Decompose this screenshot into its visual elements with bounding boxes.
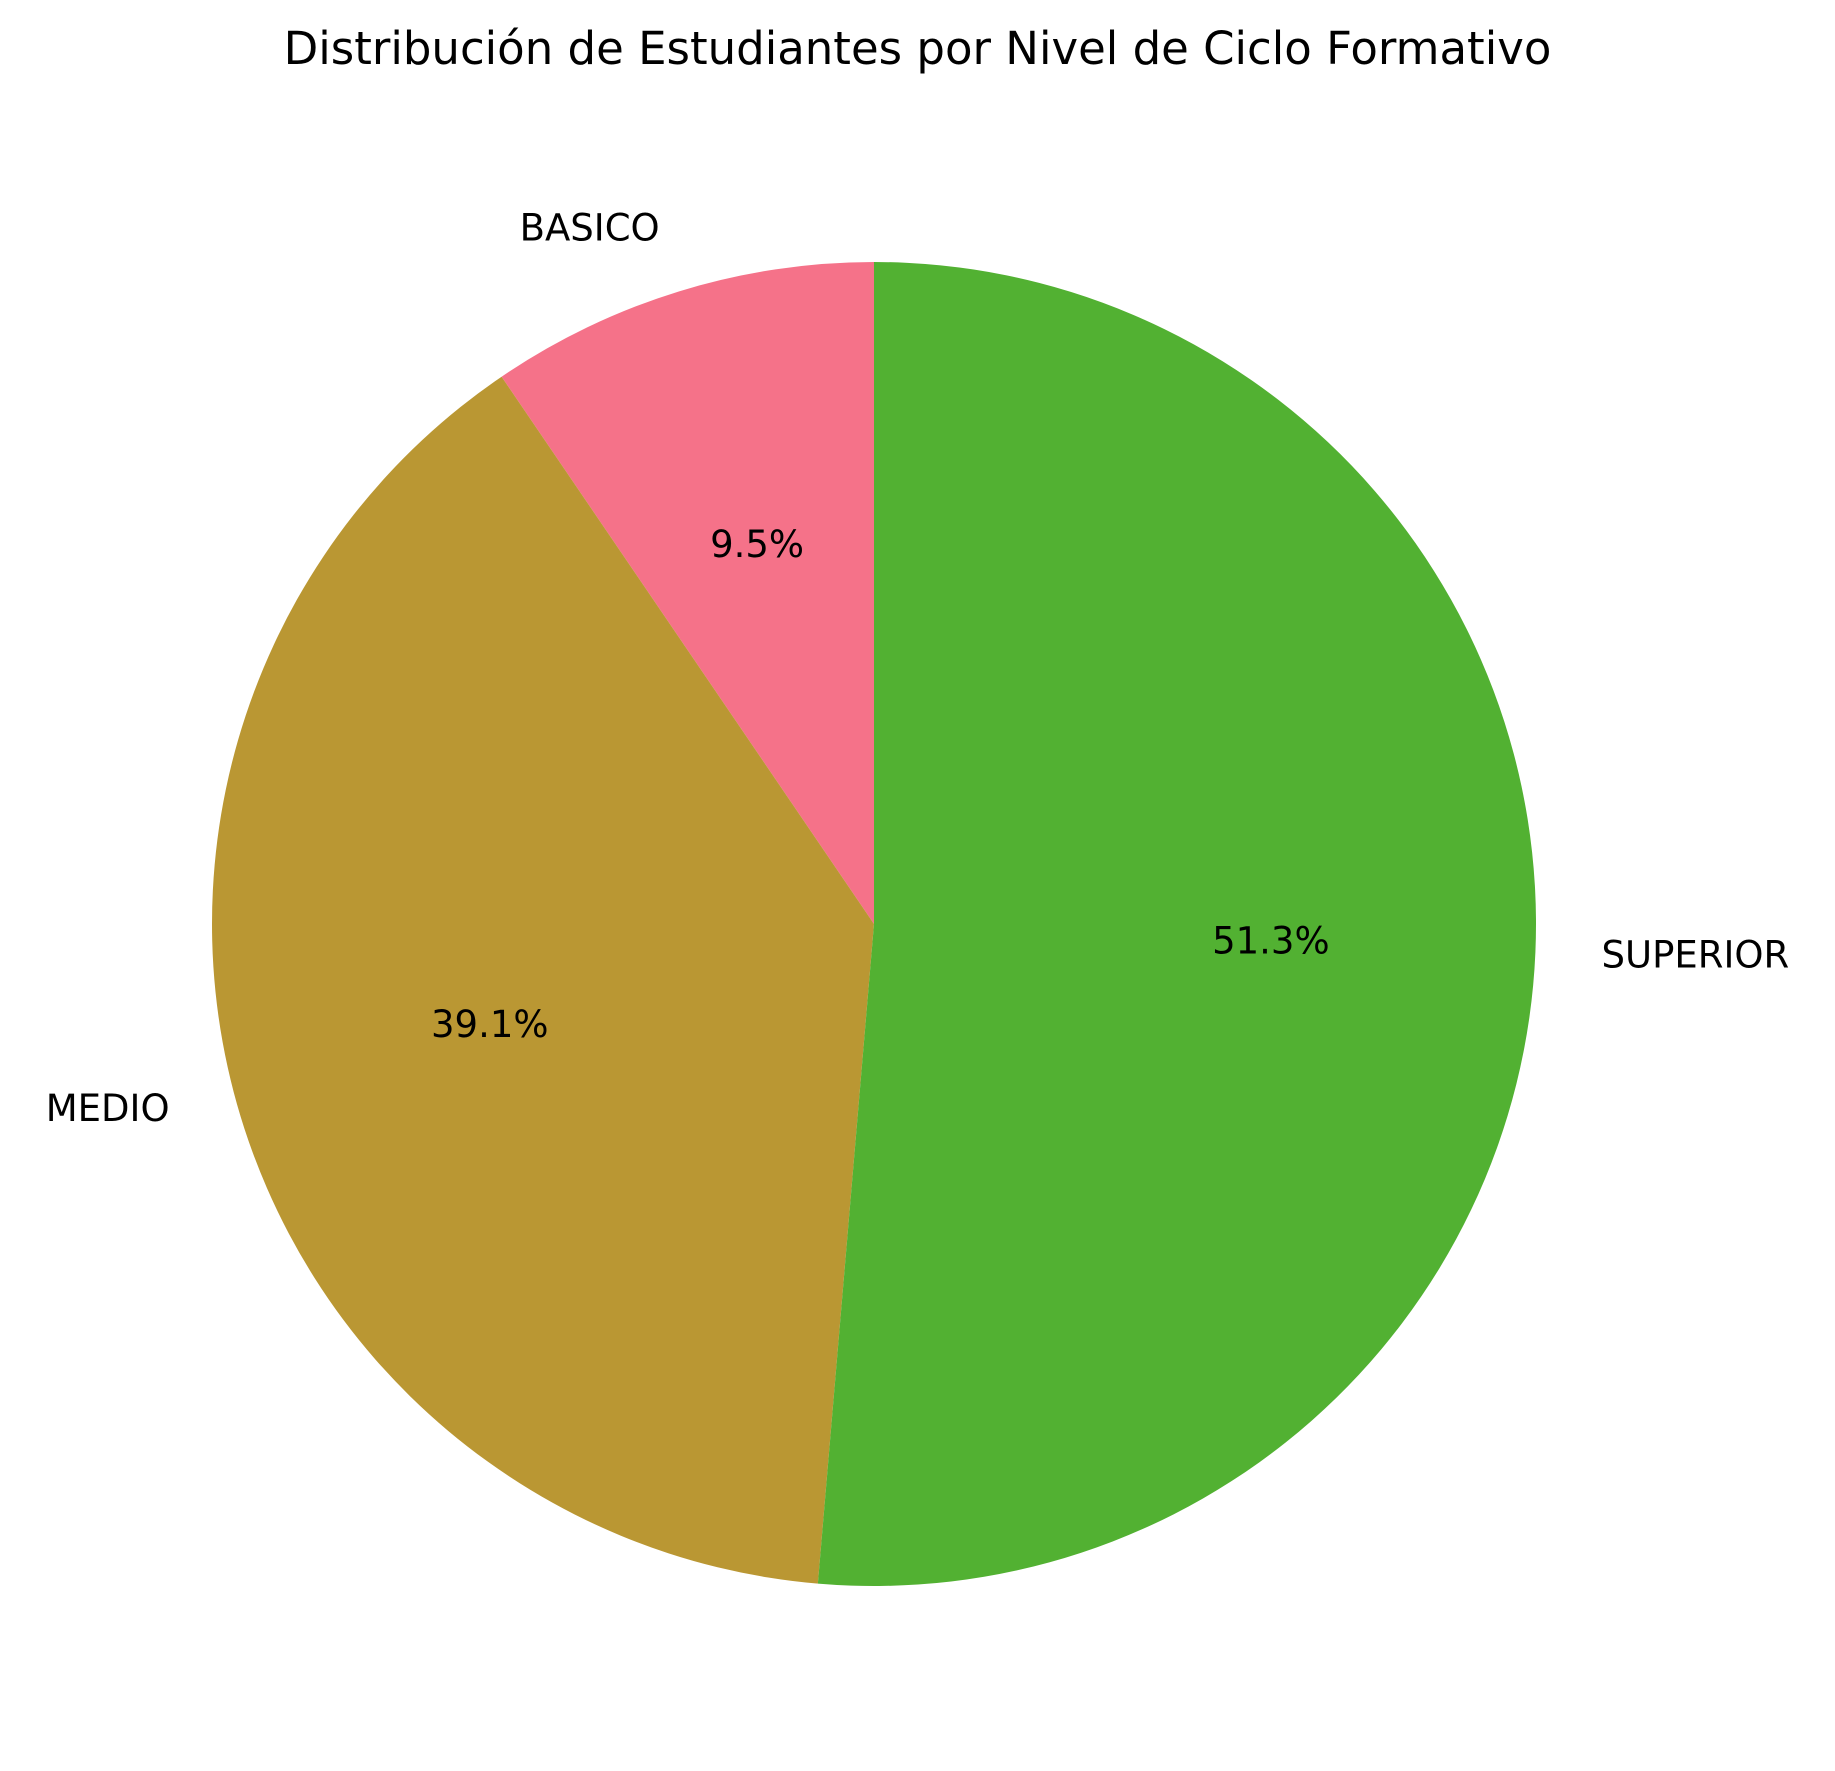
category-label-basico: BASICO bbox=[520, 207, 660, 250]
pct-label-superior: 51.3% bbox=[1212, 919, 1330, 962]
pie-slice-basico bbox=[501, 262, 874, 924]
pct-label-basico: 9.5% bbox=[710, 523, 804, 566]
pie-slices bbox=[212, 262, 1537, 1586]
chart-title: Distribución de Estudiantes por Nivel de… bbox=[283, 22, 1552, 75]
category-label-superior: SUPERIOR bbox=[1602, 933, 1790, 976]
category-label-medio: MEDIO bbox=[46, 1087, 170, 1130]
pie-slice-superior bbox=[817, 262, 1537, 1586]
pie-labels: 9.5% BASICO 39.1% MEDIO 51.3% SUPERIOR bbox=[46, 207, 1790, 1131]
pie-slice-medio bbox=[212, 376, 875, 1584]
pct-label-medio: 39.1% bbox=[431, 1003, 549, 1046]
